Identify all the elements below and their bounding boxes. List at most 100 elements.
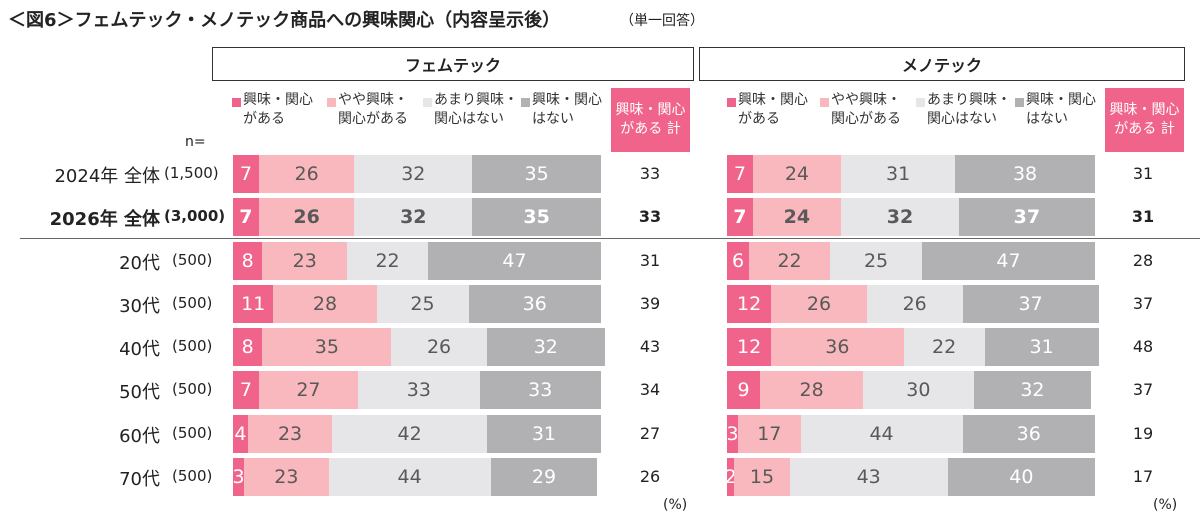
bar-segment: 44 xyxy=(328,458,491,496)
bar-value: 26 xyxy=(426,336,452,358)
bar-segment: 44 xyxy=(800,415,963,453)
title: ＜図6＞フェムテック・メノテック商品への興味関心（内容呈示後） xyxy=(8,10,561,31)
sample-size: (3,000) xyxy=(164,207,226,225)
subtitle: （単一回答） xyxy=(620,13,704,29)
bar-value: 26 xyxy=(294,163,319,185)
n-label: n= xyxy=(185,134,206,150)
sample-size: (500) xyxy=(172,337,213,355)
bar-value: 12 xyxy=(736,336,762,358)
legend-swatch xyxy=(327,98,336,107)
bar-segment: 22 xyxy=(749,242,831,280)
bar-segment: 36 xyxy=(468,285,601,323)
bar-segment: 17 xyxy=(738,415,801,453)
bar-value: 32 xyxy=(401,163,426,185)
bar-value: 8 xyxy=(241,336,254,358)
bar-segment: 8 xyxy=(233,328,263,366)
total-value: 27 xyxy=(639,424,661,443)
bar-value: 24 xyxy=(783,206,811,228)
bar-segment: 7 xyxy=(727,198,753,236)
bar-segment: 33 xyxy=(358,371,480,409)
legend-label: 興味・関心 はない xyxy=(1026,92,1096,127)
bar-value: 40 xyxy=(1009,466,1034,488)
bar-value: 8 xyxy=(241,250,254,272)
bar-segment: 31 xyxy=(841,155,956,193)
bar-segment: 23 xyxy=(262,242,348,280)
total-value: 17 xyxy=(1132,467,1154,486)
legend-label: 興味・関心 がある xyxy=(243,92,313,127)
total-value: 37 xyxy=(1132,380,1154,399)
bar-segment: 32 xyxy=(354,198,473,236)
total-value: 31 xyxy=(639,251,661,270)
total-value: 37 xyxy=(1132,294,1154,313)
bar-segment: 37 xyxy=(962,285,1099,323)
bar-segment: 22 xyxy=(347,242,429,280)
bar-segment: 26 xyxy=(258,198,355,236)
bar-segment: 30 xyxy=(863,371,974,409)
bar-value: 2 xyxy=(724,466,737,488)
bar-segment: 7 xyxy=(233,198,259,236)
bar-value: 24 xyxy=(784,163,809,185)
bar-segment: 38 xyxy=(955,155,1095,193)
bar-value: 7 xyxy=(239,379,252,401)
total-value: 43 xyxy=(639,337,661,356)
bar-value: 37 xyxy=(1018,293,1043,315)
bar-segment: 12 xyxy=(727,328,772,366)
bar-value: 31 xyxy=(1029,336,1054,358)
bar-value: 28 xyxy=(799,379,824,401)
bar-segment: 32 xyxy=(354,155,473,193)
total-value: 33 xyxy=(639,164,661,183)
bar-value: 43 xyxy=(856,466,881,488)
bar-value: 32 xyxy=(533,336,558,358)
bar-segment: 11 xyxy=(233,285,274,323)
legend-swatch xyxy=(521,98,530,107)
total-value: 33 xyxy=(638,207,662,226)
separator xyxy=(20,238,1200,239)
bar-value: 7 xyxy=(239,206,253,228)
sample-size: (500) xyxy=(172,424,213,442)
bar-segment: 36 xyxy=(771,328,904,366)
row-label: 50代 xyxy=(119,382,160,403)
row-label: 70代 xyxy=(119,469,160,490)
bar-segment: 35 xyxy=(472,198,601,236)
bar-value: 11 xyxy=(241,293,266,315)
total-value: 39 xyxy=(639,294,661,313)
legend-label: あまり興味・ 関心はない xyxy=(434,92,518,127)
bar-value: 26 xyxy=(806,293,832,315)
bar-value: 36 xyxy=(1016,423,1041,445)
row-label: 20代 xyxy=(119,253,160,274)
bar-value: 35 xyxy=(524,163,549,185)
bar-segment: 26 xyxy=(866,285,963,323)
bar-value: 22 xyxy=(777,250,802,272)
bar-segment: 36 xyxy=(962,415,1095,453)
panel-title: フェムテック xyxy=(212,47,694,81)
bar-value: 31 xyxy=(531,423,557,445)
bar-segment: 40 xyxy=(947,458,1095,496)
bar-value: 3 xyxy=(232,466,245,488)
bar-value: 47 xyxy=(502,250,527,272)
bar-value: 23 xyxy=(277,423,303,445)
sample-size: (500) xyxy=(172,467,213,485)
bar-value: 29 xyxy=(531,466,557,488)
bar-value: 25 xyxy=(863,250,889,272)
bar-value: 32 xyxy=(1020,379,1045,401)
bar-value: 23 xyxy=(292,250,317,272)
total-label: 興味・関心 がある 計 xyxy=(1105,88,1184,152)
bar-value: 22 xyxy=(375,250,400,272)
bar-segment: 37 xyxy=(958,198,1095,236)
legend-label: やや興味・ 関心がある xyxy=(338,92,408,127)
row-label: 30代 xyxy=(119,296,160,317)
bar-segment: 3 xyxy=(232,458,245,496)
bar-value: 7 xyxy=(733,163,746,185)
bar-value: 38 xyxy=(1012,163,1038,185)
legend-label: 興味・関心 はない xyxy=(532,92,602,127)
total-value: 34 xyxy=(639,380,661,399)
bar-value: 33 xyxy=(406,379,431,401)
bar-segment: 7 xyxy=(727,155,753,193)
sample-size: (1,500) xyxy=(164,164,219,182)
legend-swatch xyxy=(820,98,829,107)
legend-swatch xyxy=(232,98,241,107)
bar-segment: 3 xyxy=(726,415,739,453)
legend-swatch xyxy=(423,98,432,107)
bar-value: 25 xyxy=(410,293,435,315)
bar-segment: 26 xyxy=(771,285,867,323)
